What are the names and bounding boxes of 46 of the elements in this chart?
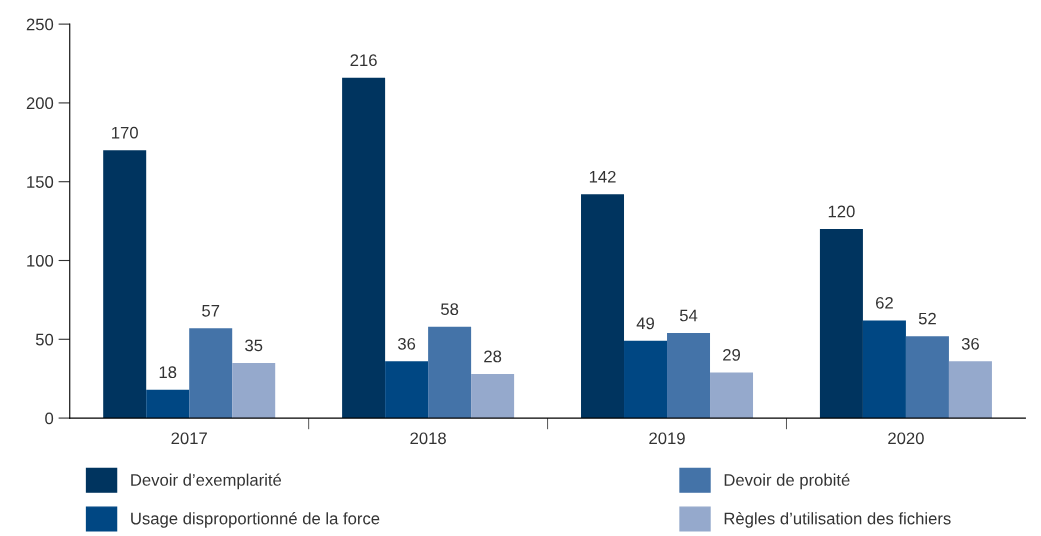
data-label: 36 [397,337,416,350]
y-tick-label: 50 [35,333,54,346]
bar [905,336,949,419]
legend-label: Devoir d’exemplarité [131,473,282,490]
bar [146,389,190,419]
bar [103,150,147,419]
data-label: 35 [245,339,263,352]
bar [471,373,515,419]
legend-label: Règles d’utilisation des fichiers [724,512,951,528]
bar [232,362,276,419]
bar [819,228,863,419]
data-label: 170 [112,126,138,139]
data-label: 142 [589,170,616,183]
y-tick-label: 250 [26,18,54,31]
data-label: 49 [636,317,654,330]
data-label: 57 [202,305,220,317]
y-tick-label: 150 [27,176,54,188]
bar [189,328,233,419]
data-label: 28 [484,350,502,363]
x-tick-label: 2020 [888,432,924,445]
bar [624,340,668,419]
x-tick-label: 2018 [410,432,446,445]
data-label: 120 [828,205,855,218]
data-label: 29 [723,348,741,361]
data-label: 216 [350,54,377,67]
bar [385,361,429,419]
data-label: 36 [961,337,979,350]
legend-label: Devoir de probité [724,473,850,490]
bar [342,77,386,419]
bar [667,332,711,419]
x-tick-label: 2017 [171,432,207,445]
y-tick-label: 0 [45,412,54,425]
y-tick-label: 200 [26,97,54,110]
x-tick-label: 2019 [649,432,685,445]
bar [581,194,625,419]
y-tick-label: 100 [27,254,54,267]
bar [862,320,906,419]
bar [948,361,992,419]
data-label: 62 [876,296,893,309]
data-label: 58 [441,303,459,316]
bar [710,372,754,419]
legend-label: Usage disproportionné de la force [131,512,380,528]
data-label: 52 [918,312,936,325]
data-label: 18 [159,366,177,379]
bar [428,326,472,419]
data-label: 54 [679,309,698,322]
